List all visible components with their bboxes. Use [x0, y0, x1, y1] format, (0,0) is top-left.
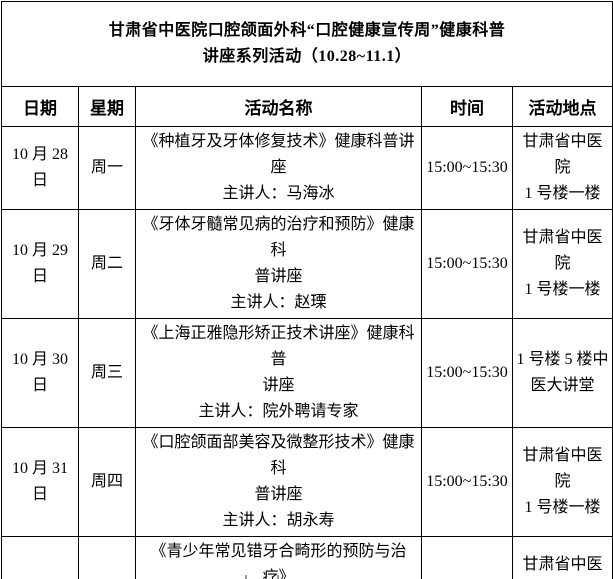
- cell-time: 15:00~15:30: [421, 536, 513, 579]
- cell-activity: 《牙体牙髓常见病的治疗和预防》健康科 普讲座 主讲人：赵瑮: [135, 209, 422, 319]
- cell-weekday: 周五: [78, 536, 136, 579]
- cell-location: 甘肃省中医院 1 号楼一楼: [511, 536, 613, 579]
- column-header-location: 活动地点: [511, 86, 613, 127]
- cropped-next-row-border-fragment: [277, 575, 279, 579]
- table-row: 11 月 1 日 周五 《青少年常见错牙合畸形的预防与治疗》 健康科普讲座 主讲…: [1, 536, 613, 579]
- column-header-time: 时间: [421, 86, 513, 127]
- cropped-next-row-border-fragment: [245, 575, 247, 579]
- cell-location: 1 号楼 5 楼中 医大讲堂: [511, 318, 613, 428]
- cell-weekday: 周二: [78, 209, 136, 319]
- cell-weekday: 周四: [78, 427, 136, 537]
- column-header-activity: 活动名称: [135, 86, 422, 127]
- title-row: 甘肃省中医院口腔颌面外科“口腔健康宣传周”健康科普 讲座系列活动（10.28~1…: [0, 1, 613, 87]
- cell-date: 11 月 1 日: [1, 536, 79, 579]
- cell-date: 10 月 31 日: [1, 427, 79, 537]
- cell-activity: 《口腔颌面部美容及微整形技术》健康科 普讲座 主讲人：胡永寿: [135, 427, 422, 537]
- cell-date: 10 月 30 日: [1, 318, 79, 428]
- cell-time: 15:00~15:30: [421, 427, 513, 537]
- table-row: 10 月 29 日 周二 《牙体牙髓常见病的治疗和预防》健康科 普讲座 主讲人：…: [1, 209, 613, 319]
- cell-weekday: 周一: [78, 126, 136, 210]
- cell-time: 15:00~15:30: [421, 318, 513, 428]
- column-header-date: 日期: [1, 86, 79, 127]
- cell-location: 甘肃省中医院 1 号楼一楼: [511, 427, 613, 537]
- cell-time: 15:00~15:30: [421, 209, 513, 319]
- table-row: 10 月 28 日 周一 《种植牙及牙体修复技术》健康科普讲座 主讲人：马海冰 …: [1, 126, 613, 210]
- header-row: 日期 星期 活动名称 时间 活动地点: [1, 86, 613, 127]
- cell-date: 10 月 29 日: [1, 209, 79, 319]
- cell-weekday: 周三: [78, 318, 136, 428]
- cell-activity: 《上海正雅隐形矫正技术讲座》健康科普 讲座 主讲人：院外聘请专家: [135, 318, 422, 428]
- cell-location: 甘肃省中医院 1 号楼一楼: [511, 209, 613, 319]
- column-header-weekday: 星期: [78, 86, 136, 127]
- cell-activity: 《种植牙及牙体修复技术》健康科普讲座 主讲人：马海冰: [135, 126, 422, 210]
- table-row: 10 月 30 日 周三 《上海正雅隐形矫正技术讲座》健康科普 讲座 主讲人：院…: [1, 318, 613, 428]
- cell-date: 10 月 28 日: [1, 126, 79, 210]
- cell-time: 15:00~15:30: [421, 126, 513, 210]
- table-row: 10 月 31 日 周四 《口腔颌面部美容及微整形技术》健康科 普讲座 主讲人：…: [1, 427, 613, 537]
- cell-activity: 《青少年常见错牙合畸形的预防与治疗》 健康科普讲座 主讲人：田佳灵: [135, 536, 422, 579]
- page-title: 甘肃省中医院口腔颌面外科“口腔健康宣传周”健康科普 讲座系列活动（10.28~1…: [0, 1, 613, 87]
- cell-location: 甘肃省中医院 1 号楼一楼: [511, 126, 613, 210]
